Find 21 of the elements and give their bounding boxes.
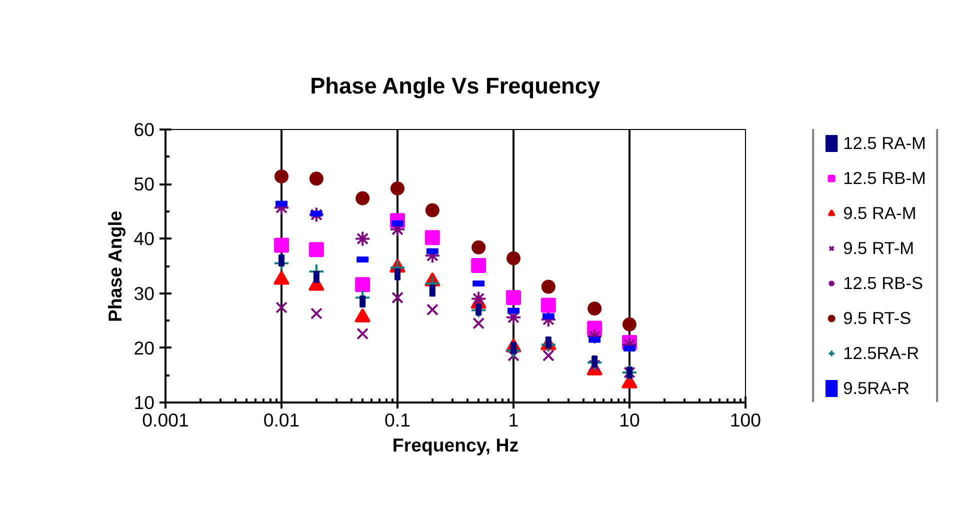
legend-label: 12.5 RB-M [843, 168, 926, 188]
y-tick-label: 60 [134, 119, 155, 140]
x-tick-label: 0.1 [384, 410, 410, 430]
x-tick-label: 100 [730, 410, 762, 430]
y-tick-label: 20 [134, 337, 155, 358]
y-tick-label: 40 [134, 228, 155, 250]
legend-label: 9.5 RA-M [843, 202, 916, 224]
y-axis-title: Phase Angle [104, 210, 126, 322]
legend-label: 12.5RA-R [843, 342, 920, 364]
x-axis-title: Frequency, Hz [392, 434, 519, 456]
legend-label: 12.5 RB-S [843, 272, 924, 294]
x-tick-label: 0.01 [263, 410, 300, 430]
chart-title: Phase Angle Vs Frequency [310, 72, 600, 98]
x-tick-label: 10 [619, 410, 640, 430]
y-tick-label: 50 [134, 174, 155, 195]
legend-label: 9.5RA-R [843, 378, 910, 398]
x-tick-label: 1 [508, 410, 519, 430]
legend-label: 12.5 RA-M [843, 132, 926, 154]
y-tick-label: 30 [134, 282, 155, 304]
legend-label: 9.5 RT-S [843, 308, 912, 328]
legend-label: 9.5 RT-M [843, 238, 914, 258]
